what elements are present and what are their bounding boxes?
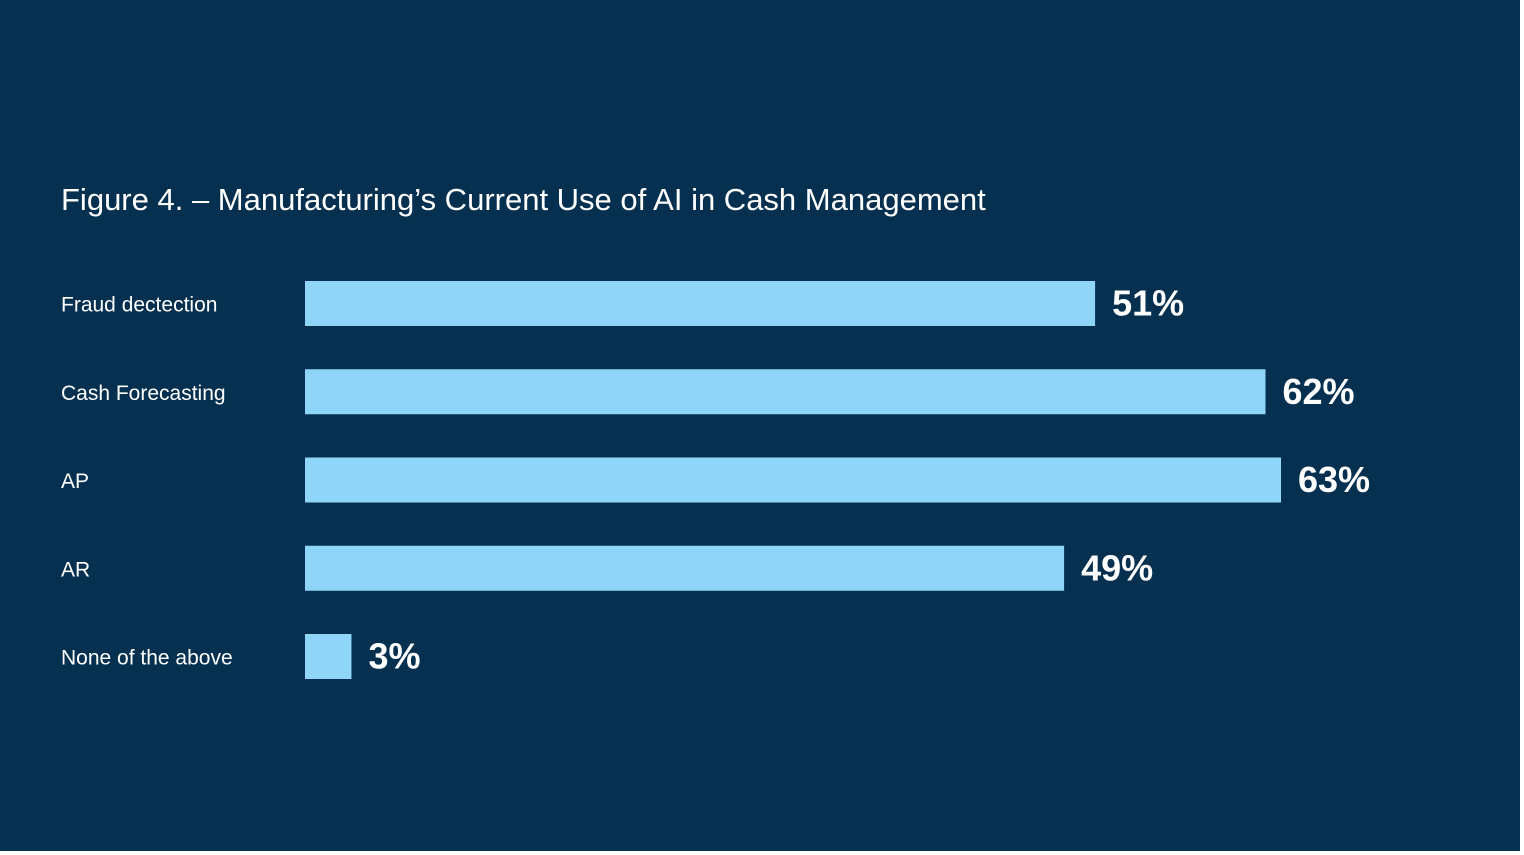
bar (305, 281, 1096, 326)
category-label: Cash Forecasting (61, 382, 226, 405)
category-label: None of the above (61, 647, 233, 670)
bar (305, 634, 352, 679)
category-label: Fraud dectection (61, 294, 217, 317)
bar (305, 369, 1266, 415)
category-label: AR (61, 558, 90, 581)
value-label: 62% (1283, 371, 1355, 412)
bar (305, 545, 1065, 591)
page-edge-bottom (0, 851, 1524, 855)
bar (305, 457, 1281, 503)
bars-layer (305, 281, 1281, 679)
labels-layer: Fraud dectection 51% Cash Forecasting 62% AP… (61, 283, 1370, 677)
value-label: 63% (1298, 459, 1370, 500)
value-label: 3% (368, 636, 420, 677)
value-label: 51% (1112, 283, 1184, 324)
category-label: AP (61, 470, 89, 493)
chart-title: Figure 4. – Manufacturing’s Current Use … (61, 182, 986, 217)
page-edge-right (1520, 0, 1524, 855)
value-label: 49% (1081, 547, 1153, 588)
